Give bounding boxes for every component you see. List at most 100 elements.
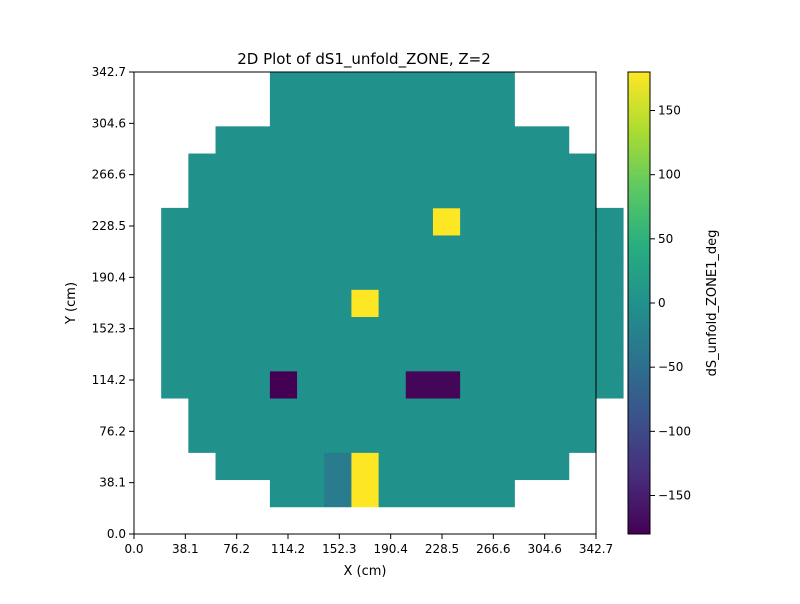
- heatmap-cell: [432, 316, 461, 345]
- heatmap-cell: [405, 153, 434, 182]
- heatmap-cell: [596, 262, 624, 290]
- heatmap-cell: [460, 153, 488, 182]
- plot-frame: [133, 71, 597, 535]
- heatmap-cell: [378, 235, 407, 263]
- heatmap-cell: [297, 289, 325, 317]
- heatmap-cell: [297, 180, 325, 209]
- heatmap-cell: [324, 316, 352, 345]
- heatmap-cell: [487, 235, 515, 263]
- colorbar: [627, 71, 651, 535]
- heatmap-cell: [324, 398, 352, 426]
- heatmap-cell: [242, 425, 271, 453]
- heatmap-cell: [432, 343, 461, 372]
- x-tick-label: 190.4: [373, 542, 407, 556]
- heatmap-cell: [215, 235, 244, 263]
- heatmap-cell: [188, 235, 216, 263]
- heatmap-cell: [514, 343, 543, 372]
- colorbar-ticks: 150 100 50 0 −50 −100 −150: [650, 104, 691, 503]
- heatmap-cell: [215, 370, 244, 399]
- heatmap-cell: [541, 207, 570, 236]
- heatmap-cell: [324, 262, 352, 290]
- heatmap-cell: [568, 180, 597, 209]
- heatmap-cell: [405, 343, 434, 372]
- heatmap-cell: [487, 452, 515, 481]
- heatmap-cell: [269, 370, 298, 399]
- heatmap-cell: [596, 370, 624, 399]
- heatmap-cell: [242, 126, 271, 154]
- heatmap-cell: [568, 370, 597, 399]
- heatmap-cell: [242, 262, 271, 290]
- heatmap-cell: [460, 479, 488, 508]
- heatmap-cell: [405, 207, 434, 236]
- heatmap-cell: [541, 289, 570, 317]
- heatmap-cell: [405, 99, 434, 127]
- heatmap-cell: [432, 99, 461, 127]
- heatmap-cell: [378, 72, 407, 100]
- heatmap-cell: [161, 207, 189, 236]
- heatmap-cell: [242, 235, 271, 263]
- heatmap-cell: [215, 343, 244, 372]
- heatmap-cell: [269, 343, 298, 372]
- x-tick-label: 76.2: [223, 542, 250, 556]
- heatmap-cell: [541, 180, 570, 209]
- heatmap-cell: [188, 153, 216, 182]
- heatmap-cell: [297, 425, 325, 453]
- heatmap-cell: [378, 289, 407, 317]
- heatmap-cell: [405, 289, 434, 317]
- heatmap-cell: [351, 72, 379, 100]
- heatmap-cell: [297, 452, 325, 481]
- heatmap-cell: [568, 153, 597, 182]
- heatmap-cell: [215, 262, 244, 290]
- heatmap-cell: [460, 99, 488, 127]
- heatmap-cell: [568, 425, 597, 453]
- heatmap-cell: [269, 126, 298, 154]
- heatmap-cell: [487, 479, 515, 508]
- x-tick-label: 342.7: [579, 542, 613, 556]
- heatmap-cell: [460, 425, 488, 453]
- heatmap-cell: [324, 180, 352, 209]
- heatmap-cells: [161, 72, 624, 508]
- heatmap-cell: [541, 235, 570, 263]
- heatmap-cell: [242, 289, 271, 317]
- y-tick-label: 76.2: [99, 424, 126, 438]
- heatmap-cell: [188, 262, 216, 290]
- colorbar-tick-label: 50: [658, 232, 673, 246]
- heatmap-cell: [297, 262, 325, 290]
- heatmap-cell: [541, 398, 570, 426]
- chart-title: 2D Plot of dS1_unfold_ZONE, Z=2: [237, 50, 491, 69]
- heatmap-cell: [405, 425, 434, 453]
- heatmap-cell: [297, 479, 325, 508]
- heatmap-cell: [297, 207, 325, 236]
- heatmap-cell: [324, 99, 352, 127]
- heatmap-cell: [378, 126, 407, 154]
- heatmap-cell: [297, 343, 325, 372]
- y-tick-label: 152.3: [92, 322, 126, 336]
- heatmap-cell: [269, 180, 298, 209]
- heatmap-cell: [378, 479, 407, 508]
- x-tick-label: 228.5: [425, 542, 459, 556]
- heatmap-cell: [514, 370, 543, 399]
- heatmap-cell: [405, 126, 434, 154]
- heatmap-cell: [242, 370, 271, 399]
- heatmap-cell: [514, 398, 543, 426]
- heatmap-cell: [215, 398, 244, 426]
- y-axis-ticks: 0.0 38.1 76.2 114.2 152.3 190.4 228.5 266.6 304.…: [92, 65, 134, 541]
- heatmap-cell: [432, 235, 461, 263]
- heatmap-cell: [297, 72, 325, 100]
- heatmap-cell: [188, 207, 216, 236]
- heatmap-cell: [487, 207, 515, 236]
- heatmap-cell: [514, 425, 543, 453]
- heatmap-cell: [269, 479, 298, 508]
- heatmap-cell: [351, 343, 379, 372]
- heatmap-cell: [541, 452, 570, 481]
- heatmap-cell: [596, 343, 624, 372]
- heatmap-cell: [541, 126, 570, 154]
- heatmap-cell: [161, 262, 189, 290]
- heatmap-cell: [351, 398, 379, 426]
- heatmap-cell: [487, 289, 515, 317]
- heatmap-cell: [432, 289, 461, 317]
- heatmap-cell: [242, 207, 271, 236]
- heatmap-cell: [242, 343, 271, 372]
- heatmap-cell: [514, 235, 543, 263]
